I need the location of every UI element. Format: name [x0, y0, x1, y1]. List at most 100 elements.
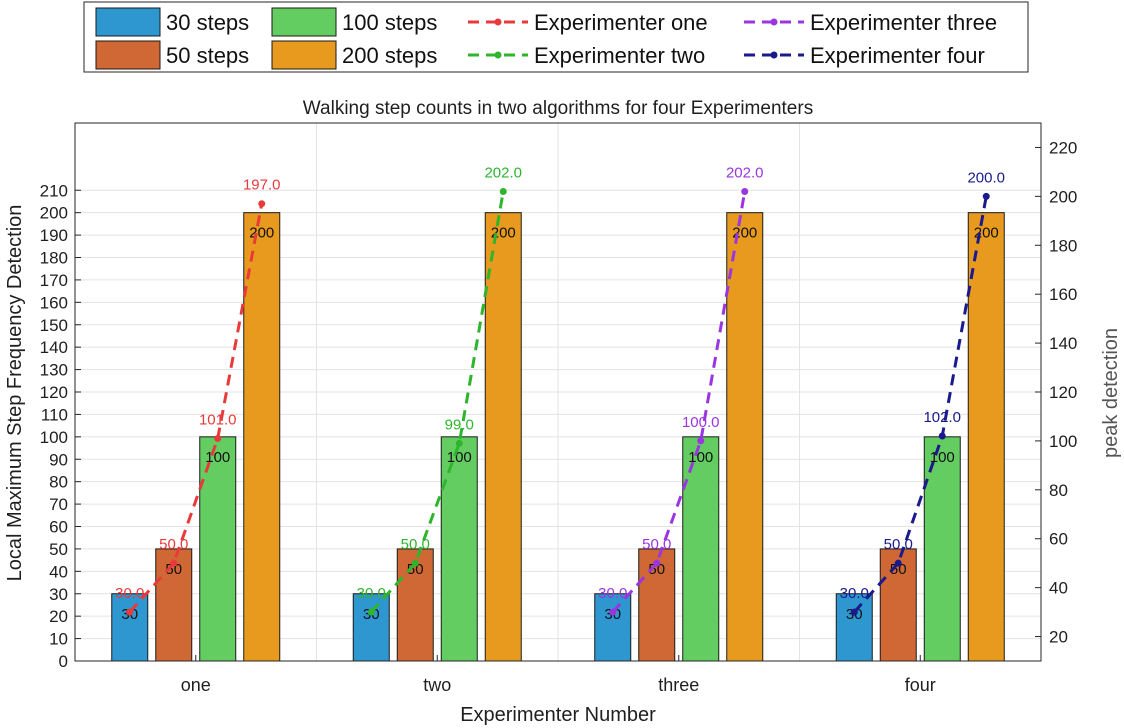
legend-entry: 200 steps — [271, 40, 437, 70]
legend-swatch — [95, 7, 161, 37]
line-point — [938, 432, 946, 440]
y-tick-label: 140 — [40, 338, 68, 357]
legend-entry: Experimenter two — [468, 43, 705, 68]
legend-swatch — [271, 7, 337, 37]
legend-marker — [494, 51, 502, 59]
line-value-label: 100.0 — [682, 414, 720, 431]
y2-tick-label: 60 — [1049, 530, 1068, 549]
bar-value-label: 50 — [890, 561, 907, 578]
line-value-label: 50.0 — [401, 536, 430, 553]
y-tick-label: 190 — [40, 226, 68, 245]
bar-value-label: 100 — [447, 449, 472, 466]
line-Experimenter-two — [370, 191, 505, 614]
line-value-label: 30.0 — [357, 585, 386, 602]
y2-tick-label: 160 — [1049, 285, 1077, 304]
legend-entry: Experimenter one — [468, 10, 708, 35]
legend-label: 200 steps — [342, 43, 437, 68]
legend-box — [83, 1, 1029, 73]
legend-swatch — [271, 40, 337, 70]
legend-label: Experimenter one — [534, 10, 708, 35]
bar-30-steps — [352, 593, 390, 662]
y-tick-label: 60 — [49, 518, 68, 537]
line-value-label: 30.0 — [598, 585, 627, 602]
line-Experimenter-three — [611, 191, 747, 614]
x-tick-label: four — [905, 675, 936, 695]
line-point — [697, 437, 705, 445]
bar-30-steps — [835, 593, 873, 662]
y-tick-label: 210 — [40, 181, 68, 200]
chart-title: Walking step counts in two algorithms fo… — [303, 98, 813, 119]
legend-label: 100 steps — [342, 10, 437, 35]
legend-label: 30 steps — [166, 10, 249, 35]
line-value-label: 101.0 — [199, 411, 237, 428]
line-value-label: 50.0 — [159, 536, 188, 553]
y-axis-ticks: 0 10 20 30 40 50 60 70 80 90 100 110 120 130 140 150 160… — [40, 181, 81, 671]
plot-area: 0 10 20 30 40 50 60 70 80 90 100 110 120 130 140 150 160… — [40, 122, 1077, 695]
line-point — [741, 187, 749, 195]
bar-value-label: 200 — [732, 225, 757, 242]
legend-label: 50 steps — [166, 43, 249, 68]
y2-tick-label: 120 — [1049, 383, 1077, 402]
x-tick-label: one — [181, 675, 211, 695]
line-value-label: 102.0 — [923, 409, 961, 426]
legend-entry: 50 steps — [95, 40, 249, 70]
line-value-label: 202.0 — [726, 164, 764, 181]
y-axis-label: Local Maximum Step Frequency Detection — [4, 205, 26, 582]
x-axis-label: Experimenter Number — [460, 704, 656, 726]
y-tick-label: 70 — [49, 495, 68, 514]
y-tick-label: 40 — [49, 562, 68, 581]
legend-entry: Experimenter three — [744, 10, 997, 35]
line-point — [411, 559, 419, 567]
y-tick-label: 160 — [40, 293, 68, 312]
legend-label: Experimenter three — [810, 10, 997, 35]
bar-value-label: 50 — [407, 561, 424, 578]
line-point — [499, 187, 507, 195]
line-point — [850, 608, 858, 616]
legend-swatch — [95, 40, 161, 70]
y-tick-label: 30 — [49, 585, 68, 604]
legend-entry: 100 steps — [271, 7, 437, 37]
bars: 3050100200305010020030501002003050100200 — [111, 212, 1005, 662]
y-tick-label: 130 — [40, 361, 68, 380]
line-point — [455, 439, 463, 447]
y-tick-label: 10 — [49, 630, 68, 649]
line-value-label: 30.0 — [115, 585, 144, 602]
y-tick-label: 120 — [40, 383, 68, 402]
bar-200-steps — [484, 212, 522, 662]
bar-100-steps — [440, 436, 478, 662]
y-tick-label: 150 — [40, 316, 68, 335]
bar-value-label: 100 — [688, 449, 713, 466]
y2-tick-label: 200 — [1049, 187, 1077, 206]
legend-marker — [770, 18, 778, 26]
bar-200-steps — [726, 212, 764, 662]
y2-tick-label: 220 — [1049, 138, 1077, 157]
line-value-label: 30.0 — [840, 585, 869, 602]
line-series: 30.0 50.0 101.0 197.0 30.0 50.0 99.0 202.0 30.0 5… — [115, 164, 1005, 616]
axes-frame — [74, 122, 1042, 662]
bar-50-steps — [396, 548, 434, 662]
x-tick-label: three — [658, 675, 699, 695]
y2-axis-label: peak detection — [1100, 328, 1122, 458]
legend-label: Experimenter four — [810, 43, 985, 68]
y-tick-label: 0 — [59, 652, 68, 671]
bar-30-steps — [594, 593, 632, 662]
line-point — [894, 559, 902, 567]
legend-entry: 30 steps — [95, 7, 249, 37]
x-tick-label: two — [423, 675, 451, 695]
y2-tick-label: 80 — [1049, 481, 1068, 500]
line-point — [258, 200, 266, 208]
y2-tick-label: 180 — [1049, 236, 1077, 255]
line-point — [367, 608, 375, 616]
line-value-label: 200.0 — [967, 169, 1005, 186]
y-tick-label: 90 — [49, 450, 68, 469]
line-point — [653, 559, 661, 567]
bar-50-steps — [638, 548, 676, 662]
line-point — [214, 434, 222, 442]
bar-100-steps — [682, 436, 720, 662]
line-value-label: 50.0 — [884, 536, 913, 553]
bar-200-steps — [243, 212, 281, 662]
y-tick-label: 20 — [49, 607, 68, 626]
line-value-label: 202.0 — [484, 164, 522, 181]
line-Experimenter-one — [128, 203, 264, 614]
bar-30-steps — [111, 593, 149, 662]
